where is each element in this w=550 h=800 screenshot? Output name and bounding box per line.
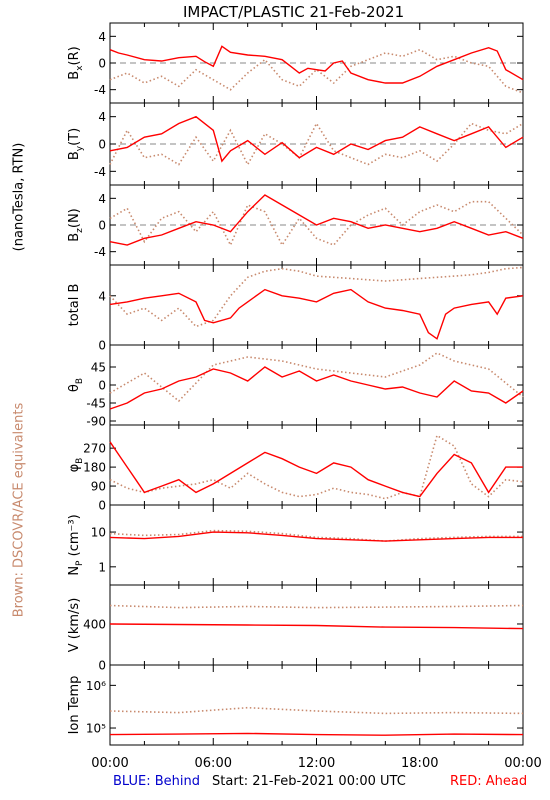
series-dscovr-ace: [109, 434, 524, 500]
y-tick-label: 4: [98, 192, 106, 206]
panel-bx-r: 4 0 -4 Bx(R): [67, 22, 524, 104]
series-ahead: [109, 531, 523, 542]
series-ahead: [109, 366, 524, 410]
y-tick-label: 45: [91, 361, 106, 375]
y-tick-label: -4: [94, 83, 106, 97]
panel-label: total B: [67, 284, 82, 327]
x-tick-label: 00:00: [504, 756, 541, 771]
panel-label: NP (cm⁻³): [67, 514, 85, 575]
y-tick-label: 4: [98, 30, 106, 44]
panel-label: θB: [67, 378, 85, 392]
panel-by-t: 4 0 -4 By(T): [67, 102, 524, 186]
y-tick-label: 0: [98, 379, 106, 393]
plot-panels: 4 0 -4 Bx(R) 4 0 -4 By(T) 4 0 -4 Bz(N) 4 0 total B 45 0 -…: [67, 22, 542, 771]
panel-frame: [109, 424, 524, 506]
y-tick-label: 180: [83, 461, 106, 475]
panel-label: Bz(N): [67, 208, 85, 242]
series-ahead: [109, 623, 524, 630]
panel-label: φB: [67, 458, 85, 473]
series-dscovr-ace: [109, 604, 524, 609]
panel-label: Ion Temp: [67, 676, 82, 735]
panel-total-b: 4 0 total B: [67, 264, 524, 353]
y-tick-label: 0: [98, 659, 106, 673]
units-label: (nanoTesla, RTN): [11, 142, 27, 252]
panel-bz-n: 4 0 -4 Bz(N): [67, 184, 524, 266]
y-tick-label: -4: [94, 245, 106, 259]
y-tick-label: 4: [98, 289, 106, 303]
panel-b: 45 0 -45 -90 θB: [67, 344, 524, 429]
panel-label: By(T): [67, 128, 85, 160]
series-ahead: [109, 441, 523, 498]
panel-v-km-s: 400 0 V (km/s): [67, 584, 524, 673]
series-dscovr-ace: [109, 121, 524, 167]
x-tick-label: 18:00: [401, 756, 438, 771]
footer-red-label: RED: Ahead: [450, 774, 528, 789]
x-axis: 00:00 06:00 12:00 18:00 00:00: [91, 756, 541, 771]
series-ahead: [109, 45, 524, 84]
y-tick-label: 0: [98, 219, 106, 233]
footer-start-label: Start: 21-Feb-2021 00:00 UTC: [212, 774, 406, 789]
panel-label: Bx(R): [67, 46, 85, 79]
series-dscovr-ace: [109, 48, 524, 94]
panel-np-cm-3: 10 1 NP (cm⁻³): [67, 504, 524, 586]
y-tick-label: 0: [98, 499, 106, 513]
y-tick-label: 10⁵: [86, 722, 106, 736]
y-tick-label: -4: [94, 165, 106, 179]
panel-frame: [109, 664, 524, 746]
y-tick-label: 4: [98, 110, 106, 124]
y-tick-label: 0: [98, 57, 106, 71]
series-ahead: [109, 732, 524, 736]
plot-title: IMPACT/PLASTIC 21-Feb-2021: [183, 3, 405, 21]
panel-label: V (km/s): [67, 598, 82, 653]
y-tick-label: 400: [83, 617, 106, 631]
panel-frame: [109, 504, 524, 586]
series-ahead: [109, 288, 524, 340]
series-ahead: [109, 194, 524, 246]
panel-ion-temp: 10⁶ 10⁵ Ion Temp: [67, 664, 524, 746]
series-dscovr-ace: [109, 352, 524, 403]
x-tick-label: 12:00: [298, 756, 335, 771]
y-tick-label: -45: [86, 397, 106, 411]
y-tick-label: 270: [83, 442, 106, 456]
x-tick-label: 06:00: [195, 756, 232, 771]
y-tick-label: 10⁶: [86, 679, 106, 693]
footer-blue-label: BLUE: Behind: [113, 774, 201, 789]
series-dscovr-ace: [109, 529, 523, 542]
y-tick-label: 90: [91, 480, 106, 494]
series-dscovr-ace: [109, 200, 524, 247]
dscovr-ace-label: Brown: DSCOVR/ACE equivalents: [11, 402, 27, 618]
panel-b: 270 180 90 0 φB: [67, 424, 524, 513]
y-tick-label: 0: [98, 138, 106, 152]
y-tick-label: 10: [91, 526, 106, 540]
panel-frame: [109, 264, 524, 346]
y-tick-label: 0: [98, 339, 106, 353]
x-tick-label: 00:00: [91, 756, 128, 771]
y-tick-label: 1: [98, 560, 106, 574]
series-dscovr-ace: [109, 706, 524, 715]
y-tick-label: -90: [86, 415, 106, 429]
series-dscovr-ace: [109, 266, 524, 328]
series-ahead: [109, 115, 524, 163]
